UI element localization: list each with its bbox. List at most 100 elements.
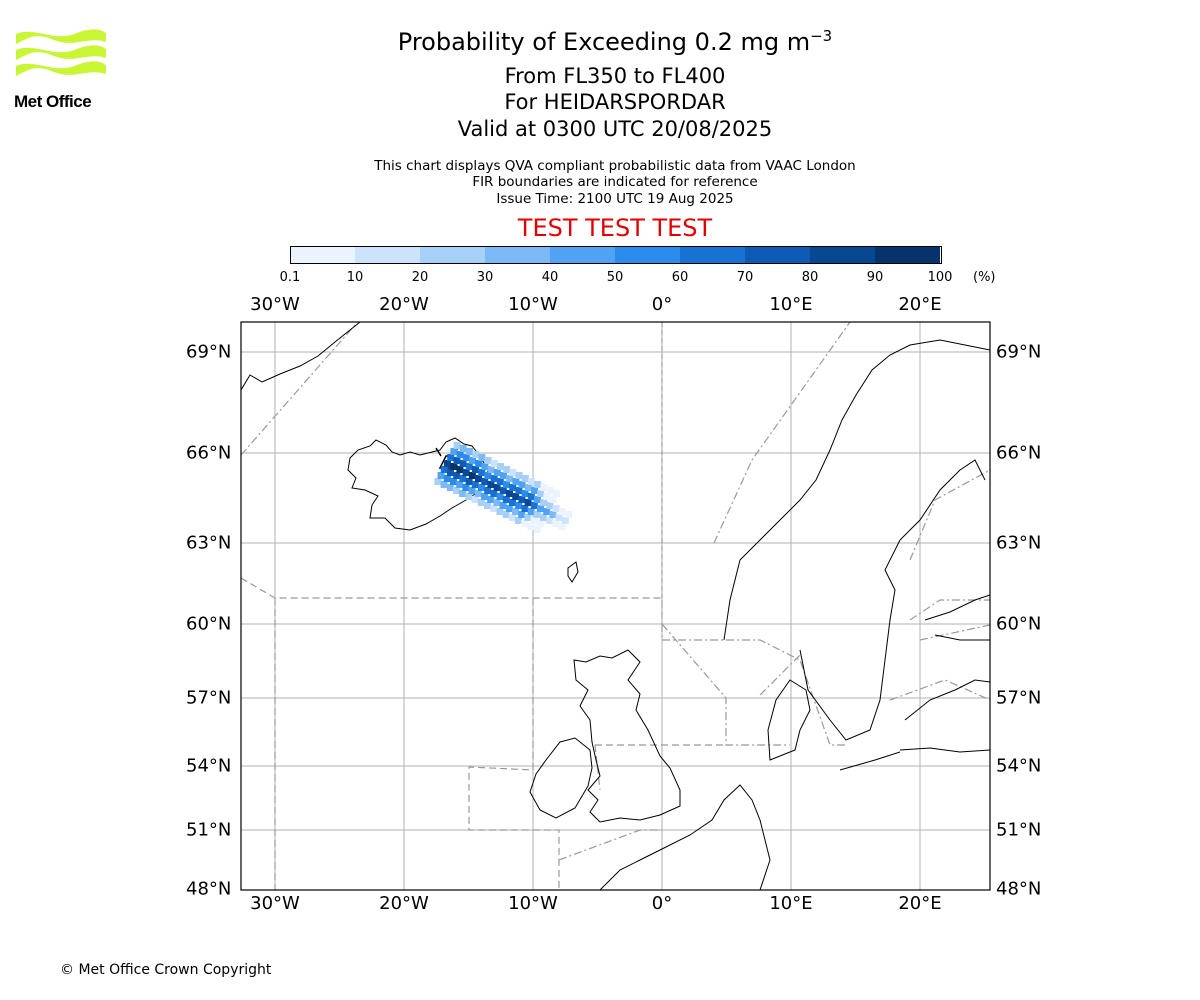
latitude-label: 69°N (996, 341, 1042, 363)
latitude-label: 54°N (186, 755, 232, 777)
latitude-label: 63°N (186, 532, 232, 554)
plume-cell (558, 508, 566, 515)
plume-cell (484, 502, 491, 509)
test-banner: TEST TEST TEST (517, 214, 713, 242)
latitude-label: 69°N (186, 341, 232, 363)
plume-cell (499, 487, 507, 494)
copyright: © Met Office Crown Copyright (60, 962, 272, 978)
graticule (241, 322, 990, 890)
plume-cell (503, 481, 510, 488)
latitude-label: 60°N (186, 613, 232, 635)
plume-cell (530, 517, 538, 524)
plume-cell (527, 523, 535, 530)
plume-cell (555, 514, 563, 521)
plume-cell (456, 451, 464, 458)
plume-cell (453, 442, 461, 449)
plume-cell (437, 472, 445, 479)
plume-cell (456, 481, 464, 488)
plume-cell (502, 511, 510, 518)
plume-cell (444, 460, 451, 467)
plume-cell (490, 490, 498, 497)
issue-time: Issue Time: 2100 UTC 19 Aug 2025 (496, 191, 734, 207)
plume-cell (459, 475, 467, 482)
plume-cell (469, 457, 476, 464)
longitude-label: 10°W (508, 893, 558, 914)
plume-cell (506, 490, 513, 497)
plume-cell (524, 514, 532, 521)
plume-cell (515, 472, 523, 479)
plume-cell (561, 517, 569, 524)
map-frame (240, 321, 991, 891)
plume-cell (530, 502, 538, 509)
plume-cell (500, 472, 507, 479)
plume-cell (468, 487, 476, 494)
plume-cell (509, 484, 517, 491)
plume-cell (490, 460, 498, 467)
colorbar-tick-label: 10 (346, 270, 364, 285)
latitude-label: 57°N (996, 687, 1042, 709)
latitude-label: 48°N (186, 878, 232, 900)
plume-cell (487, 481, 495, 488)
plume-cell (506, 475, 514, 482)
plume-cell (440, 481, 448, 488)
plume-cell (527, 493, 535, 500)
plume-cell (502, 496, 510, 503)
plume-cell (459, 460, 467, 467)
longitude-label: 0° (651, 294, 673, 315)
longitude-label: 30°W (250, 294, 300, 315)
colorbar-frame (290, 246, 942, 264)
latitude-label: 51°N (996, 819, 1042, 841)
plume-cell (533, 511, 541, 518)
colorbar-unit: (%) (973, 270, 996, 285)
plume-cell (434, 478, 442, 485)
plume-cell (472, 466, 479, 473)
plume-cell (496, 508, 504, 515)
colorbar-tick-label: 50 (606, 270, 624, 285)
plume-cell (496, 478, 504, 485)
plume-cell (527, 508, 535, 515)
plume-cell (453, 457, 461, 464)
colorbar-tick-label: 0.1 (279, 270, 301, 285)
plume-cell (446, 484, 454, 491)
plume-cell (536, 520, 544, 527)
plume-cell (478, 484, 485, 491)
plume-cell (508, 514, 516, 521)
plume-cell (493, 484, 501, 491)
plume-cell (462, 469, 470, 476)
plume-cell (456, 466, 464, 473)
longitude-label: 20°E (898, 893, 942, 914)
plume-cell (509, 469, 517, 476)
plume-cell (515, 517, 522, 524)
logo-text: Met Office (14, 92, 92, 111)
plume-cell (484, 487, 492, 494)
colorbar-tick-label: 30 (476, 270, 494, 285)
plume-cell (512, 493, 520, 500)
plume-cell (518, 511, 526, 518)
plume-cell (466, 448, 473, 455)
plume-cell (512, 478, 520, 485)
plume-cell (549, 511, 557, 518)
plume-cell (490, 475, 498, 482)
plume-cell (515, 502, 523, 509)
plume-cell (540, 514, 547, 521)
location-title: For HEIDARSPORDAR (504, 90, 726, 114)
plume-cell (558, 523, 566, 530)
longitude-label: 10°E (769, 893, 813, 914)
plume-cell (565, 511, 572, 518)
longitude-label: 10°W (508, 294, 558, 315)
plume-cell (484, 457, 492, 464)
latitude-label: 60°N (996, 613, 1042, 635)
plume-cell (447, 454, 455, 461)
met-office-logo (16, 29, 106, 76)
plume-cell (459, 445, 467, 452)
fir-boundaries (241, 322, 990, 890)
latitude-label: 54°N (996, 755, 1042, 777)
plume-cell (471, 496, 479, 503)
latitude-label: 66°N (186, 442, 232, 464)
plume-cell (465, 478, 473, 485)
plume-cell (540, 499, 548, 506)
plume-cell (546, 487, 554, 494)
note-line-2: FIR boundaries are indicated for referen… (472, 174, 758, 190)
plume-cell (481, 493, 488, 500)
plume-cell (465, 463, 473, 470)
